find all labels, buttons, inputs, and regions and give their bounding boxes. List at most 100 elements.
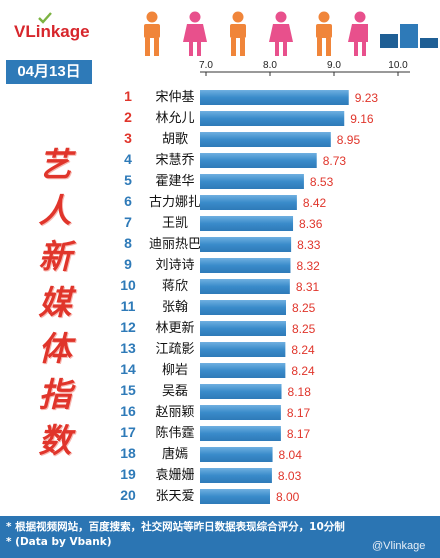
title-char: 新 — [38, 237, 72, 276]
score-value-label: 8.73 — [323, 154, 347, 168]
score-bar — [200, 216, 294, 231]
score-value-label: 8.18 — [288, 385, 312, 399]
ranking-row: 14 柳岩 8.24 — [120, 361, 315, 378]
score-bar — [200, 132, 331, 147]
score-bar — [200, 300, 286, 315]
score-bar — [200, 447, 273, 462]
rank-number: 4 — [124, 151, 132, 167]
artist-name: 蒋欣 — [162, 279, 188, 294]
ranking-row: 11 张翰 8.25 — [121, 298, 316, 315]
artist-name: 张翰 — [162, 300, 188, 315]
ranking-row: 1 宋仲基 9.23 — [124, 88, 378, 105]
ranking-row: 15 吴磊 8.18 — [120, 382, 311, 399]
ranking-row: 5 霍建华 8.53 — [124, 172, 334, 189]
score-value-label: 8.31 — [296, 280, 320, 294]
ranking-row: 4 宋慧乔 8.73 — [124, 151, 346, 168]
title-char: 艺 — [38, 145, 72, 184]
score-value-label: 8.42 — [303, 196, 327, 210]
logo-mark-icon — [38, 12, 52, 24]
axis-tick-label: 8.0 — [263, 60, 277, 71]
score-bar — [200, 237, 292, 252]
ranking-row: 12 林更新 8.25 — [120, 319, 316, 336]
rank-number: 2 — [124, 109, 132, 125]
footer: * 根据视频网站，百度搜索，社交网站等昨日数据表现综合评分，10分制 * (Da… — [0, 516, 440, 558]
score-bar — [200, 153, 317, 168]
rank-number: 5 — [124, 172, 132, 188]
ranking-row: 6 古力娜扎 8.42 — [124, 193, 327, 210]
axis-tick-label: 9.0 — [327, 60, 341, 71]
ranking-row: 19 袁姗姗 8.03 — [120, 466, 302, 483]
score-bar — [200, 279, 290, 294]
ranking-row: 9 刘诗诗 8.32 — [124, 256, 320, 273]
rank-number: 15 — [120, 382, 136, 398]
rank-number: 18 — [120, 445, 136, 461]
score-bar — [200, 405, 281, 420]
score-value-label: 8.24 — [291, 364, 315, 378]
title-char: 体 — [38, 329, 72, 368]
rank-number: 9 — [124, 256, 132, 272]
score-bar — [200, 342, 286, 357]
score-bar — [200, 363, 286, 378]
vertical-title: 艺 人 新 媒 体 指 数 — [32, 142, 78, 464]
score-value-label: 9.16 — [350, 112, 374, 126]
artist-name: 宋仲基 — [155, 90, 194, 105]
score-value-label: 9.23 — [355, 91, 379, 105]
score-bar — [200, 426, 281, 441]
score-bar — [200, 111, 345, 126]
title-char: 数 — [38, 421, 72, 460]
ranking-row: 20 张天爱 8.00 — [120, 487, 300, 504]
artist-name: 林允儿 — [155, 110, 194, 126]
score-value-label: 8.33 — [297, 238, 321, 252]
artist-name: 迪丽热巴 — [149, 237, 201, 252]
rank-number: 11 — [121, 298, 136, 314]
date-label: 04月13日 — [6, 60, 92, 84]
artist-name: 陈伟霆 — [155, 425, 194, 441]
ranking-row: 13 江疏影 8.24 — [120, 340, 315, 357]
score-bar — [200, 195, 297, 210]
person-icon — [144, 11, 160, 56]
axis-tick-label: 7.0 — [199, 60, 213, 71]
score-value-label: 8.32 — [296, 259, 320, 273]
rank-number: 20 — [120, 487, 136, 503]
podium-icon — [380, 24, 438, 48]
artist-name: 袁姗姗 — [155, 467, 194, 483]
artist-name: 宋慧乔 — [155, 152, 194, 168]
rank-number: 14 — [120, 361, 136, 377]
ranking-row: 7 王凯 8.36 — [124, 214, 323, 231]
person-icon — [230, 11, 246, 56]
artist-name: 吴磊 — [162, 384, 188, 399]
artist-name: 霍建华 — [155, 174, 194, 189]
artist-name: 刘诗诗 — [155, 258, 194, 273]
score-value-label: 8.36 — [299, 217, 323, 231]
ranking-row: 2 林允儿 9.16 — [124, 109, 374, 126]
ranking-row: 10 蒋欣 8.31 — [120, 277, 320, 294]
title-char: 人 — [38, 191, 72, 230]
rank-number: 3 — [124, 130, 132, 146]
score-bar — [200, 174, 304, 189]
title-char: 媒 — [38, 283, 72, 322]
rank-number: 19 — [120, 466, 136, 482]
score-bar — [200, 321, 286, 336]
footer-source: * (Data by Vbank) — [6, 536, 112, 548]
person-icon — [269, 11, 293, 56]
artist-name: 林更新 — [155, 320, 194, 336]
score-bar — [200, 258, 291, 273]
score-value-label: 8.03 — [278, 469, 302, 483]
person-icon — [316, 11, 332, 56]
score-value-label: 8.25 — [292, 322, 316, 336]
artist-name: 王凯 — [162, 216, 188, 231]
title-char: 指 — [38, 375, 72, 414]
watermark: @Vlinkage — [372, 540, 426, 552]
score-bar — [200, 468, 272, 483]
artist-name: 唐嫣 — [162, 446, 188, 462]
rank-number: 17 — [120, 424, 136, 440]
axis-tick-label: 10.0 — [388, 60, 408, 71]
rank-number: 1 — [124, 88, 132, 104]
score-value-label: 8.24 — [291, 343, 315, 357]
rank-number: 12 — [120, 319, 136, 335]
ranking-row: 18 唐嫣 8.04 — [120, 445, 302, 462]
score-value-label: 8.17 — [287, 427, 311, 441]
ranking-row: 16 赵丽颖 8.17 — [120, 403, 311, 420]
ranking-row: 3 胡歌 8.95 — [124, 130, 360, 147]
score-bar — [200, 489, 270, 504]
